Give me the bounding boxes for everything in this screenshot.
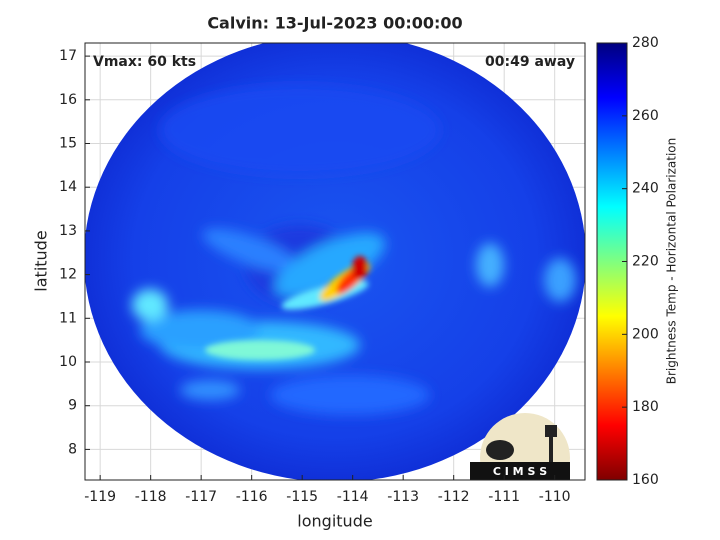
annotation: 00:49 away	[485, 54, 575, 70]
y-tick-label: 14	[59, 179, 77, 195]
y-tick-label: 12	[59, 267, 77, 283]
x-tick-label: -111	[488, 489, 520, 505]
logo: C I M S S	[470, 413, 570, 480]
y-tick-label: 13	[59, 223, 77, 239]
x-axis-label: longitude	[297, 512, 372, 531]
colorbar-tick-label: 280	[632, 35, 659, 51]
x-tick-label: -113	[387, 489, 419, 505]
y-tick-label: 16	[59, 92, 77, 108]
x-tick-label: -110	[539, 489, 571, 505]
colorbar-tick-label: 240	[632, 181, 659, 197]
x-tick-label: -118	[135, 489, 167, 505]
colorbar-tick-label: 160	[632, 472, 659, 488]
logo-text: C I M S S	[493, 465, 547, 478]
colorbar-tick-label: 260	[632, 108, 659, 124]
y-tick-label: 11	[59, 310, 77, 326]
x-tick-label: -117	[185, 489, 217, 505]
colorbar-tick-label: 200	[632, 326, 659, 342]
x-tick-label: -112	[438, 489, 470, 505]
y-axis-label: latitude	[32, 230, 51, 291]
y-tick-label: 15	[59, 136, 77, 152]
x-tick-label: -119	[84, 489, 116, 505]
x-tick-label: -116	[236, 489, 268, 505]
x-tick-label: -115	[286, 489, 318, 505]
colorbar-label: Brightness Temp - Horizontal Polarizatio…	[665, 138, 679, 385]
annotation: Vmax: 60 kts	[93, 54, 196, 70]
y-tick-label: 8	[68, 441, 77, 457]
imagery: C I M S S	[85, 43, 585, 480]
plot-frame	[84, 42, 586, 481]
colorbar-tick-label: 180	[632, 399, 659, 415]
chart-title: Calvin: 13-Jul-2023 00:00:00	[207, 14, 462, 33]
x-tick-label: -114	[337, 489, 369, 505]
y-tick-label: 10	[59, 354, 77, 370]
y-tick-label: 17	[59, 48, 77, 64]
y-tick-label: 9	[68, 398, 77, 414]
colorbar-tick-label: 220	[632, 254, 659, 270]
